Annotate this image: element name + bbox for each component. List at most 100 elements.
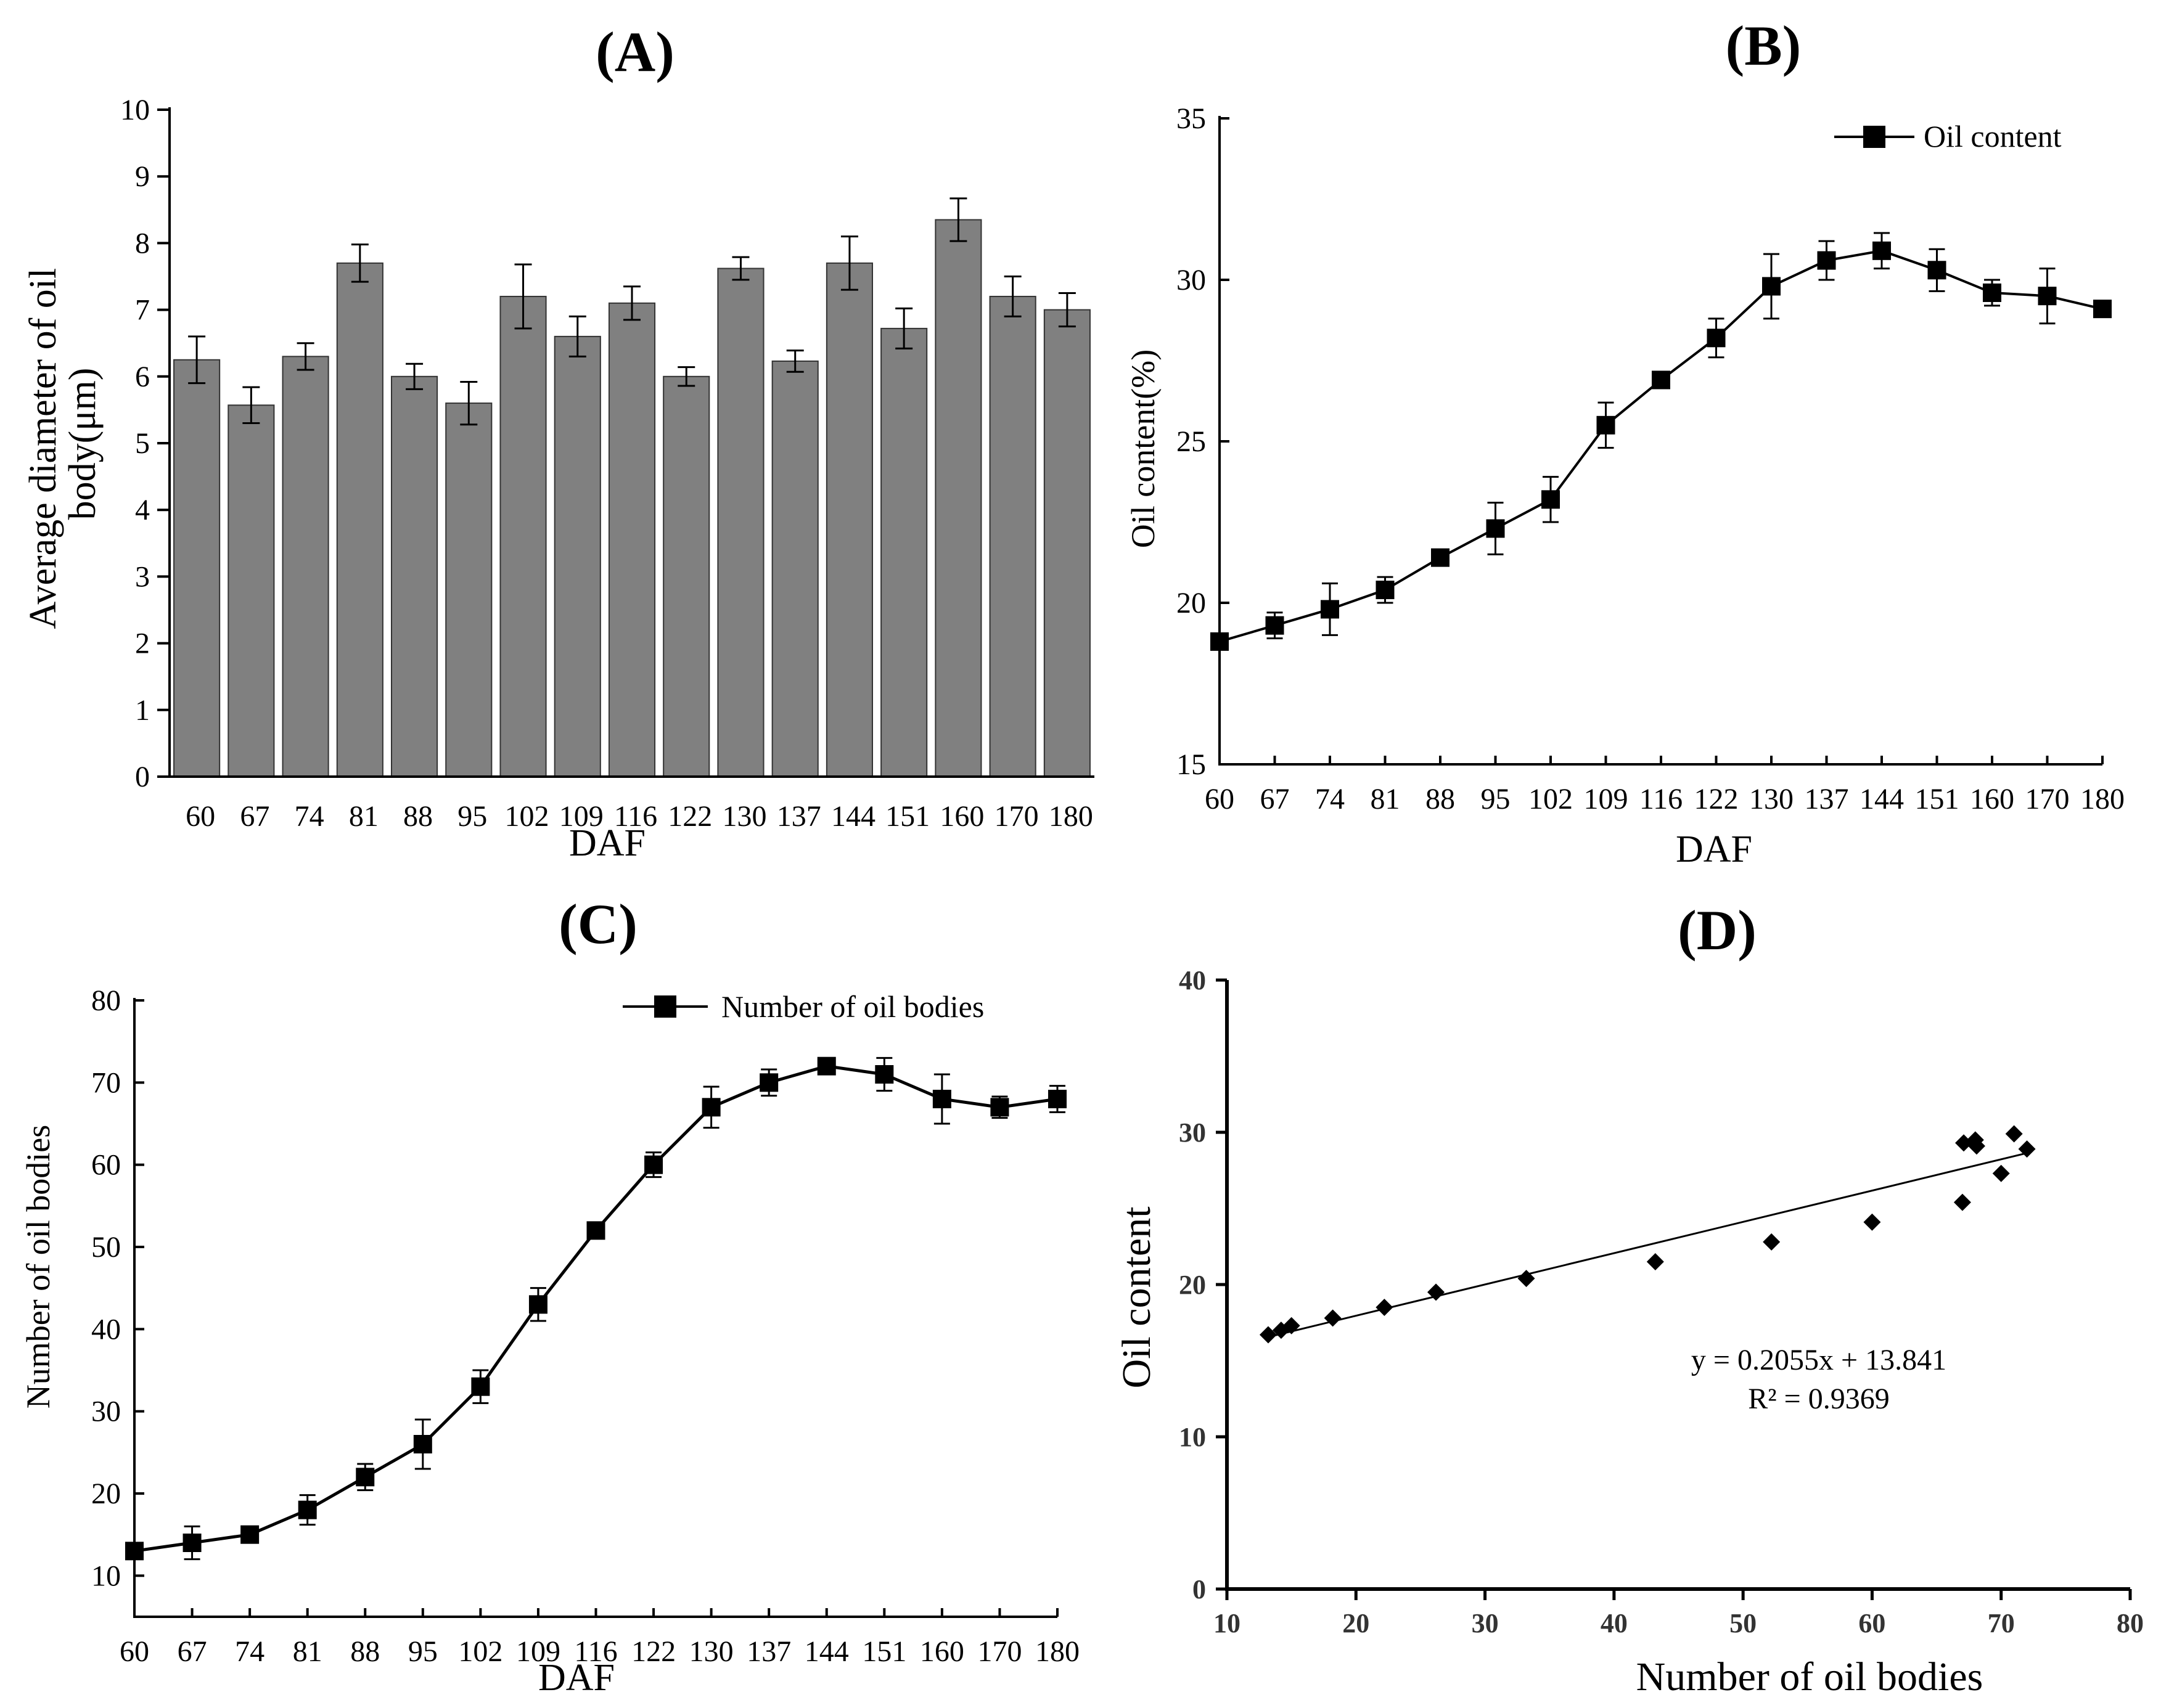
x-tick-label: 81 [293, 1635, 322, 1668]
data-marker [182, 1534, 202, 1552]
y-tick-label: 4 [135, 494, 150, 526]
panel-a-y-axis-label: Average diameter of oil body(μm) [22, 258, 104, 629]
x-tick-label: 81 [349, 800, 379, 833]
y-tick-label: 0 [135, 761, 150, 793]
y-tick-label: 80 [91, 984, 121, 1017]
panel-d-y-ticks: 0 10 20 30 40 [1179, 965, 1227, 1604]
panel-b-x-ticks: 60 67 74 81 88 95 102 109 116 122 130 137 144 151 160 1… [1205, 756, 2125, 815]
x-tick-label: 137 [1805, 783, 1849, 815]
scatter-point [1967, 1137, 1985, 1155]
panel-b-error-bars [1212, 232, 2110, 648]
panel-b-x-axis-label: DAF [1676, 828, 1752, 870]
bar [173, 359, 221, 777]
panel-d-title: (D) [1678, 899, 1757, 962]
x-tick-label: 151 [862, 1635, 906, 1668]
x-tick-label: 160 [1970, 783, 2014, 815]
panel-a-x-ticks: 60 67 74 81 88 95 102 109 116 122 130 137 144 151 160 1… [186, 800, 1093, 833]
panel-b-y-ticks: 15 20 25 30 35 [1176, 102, 1229, 781]
y-tick-label: 5 [135, 427, 150, 460]
data-marker [2093, 300, 2112, 319]
x-tick-label: 122 [1694, 783, 1739, 815]
data-marker [1486, 519, 1505, 538]
x-tick-label: 102 [1528, 783, 1573, 815]
y-tick-label: 40 [1179, 965, 1206, 995]
bar [826, 262, 873, 777]
x-tick-label: 60 [1205, 783, 1234, 815]
y-tick-label: 6 [135, 361, 150, 393]
data-marker [2038, 287, 2057, 306]
x-tick-label: 67 [178, 1635, 207, 1668]
y-tick-label: 20 [91, 1477, 121, 1510]
x-tick-label: 88 [403, 800, 433, 833]
x-tick-label: 144 [831, 800, 875, 833]
x-tick-label: 144 [1860, 783, 1904, 815]
x-tick-label: 20 [1342, 1608, 1369, 1638]
data-marker [990, 1098, 1009, 1117]
x-tick-label: 180 [2080, 783, 2125, 815]
bar [391, 375, 438, 777]
scatter-point [1646, 1252, 1664, 1270]
bar [282, 356, 329, 777]
data-marker [1983, 283, 2001, 302]
bar [608, 302, 656, 777]
data-marker [1817, 251, 1836, 270]
x-tick-label: 70 [1988, 1608, 2015, 1638]
x-tick-label: 81 [1371, 783, 1400, 815]
x-tick-label: 160 [920, 1635, 964, 1668]
y-tick-label: 10 [1179, 1422, 1206, 1452]
x-tick-label: 10 [1213, 1608, 1240, 1638]
panel-c-legend: Number of oil bodies [623, 989, 984, 1024]
y-tick-label: 10 [91, 1559, 121, 1592]
data-marker [760, 1073, 779, 1092]
x-tick-label: 151 [1915, 783, 1959, 815]
data-marker [1048, 1090, 1067, 1108]
y-tick-label: 30 [1176, 264, 1206, 296]
scatter-point [1992, 1164, 2010, 1182]
y-tick-label: 8 [135, 227, 150, 259]
x-tick-label: 80 [2117, 1608, 2144, 1638]
panel-a-bars [173, 219, 1091, 778]
y-tick-label: 20 [1179, 1270, 1206, 1300]
x-tick-label: 102 [505, 800, 549, 833]
x-tick-label: 88 [1425, 783, 1455, 815]
data-marker [1596, 415, 1615, 435]
data-marker [1872, 241, 1891, 260]
bar [880, 327, 928, 777]
data-marker [471, 1377, 490, 1396]
x-tick-label: 67 [1260, 783, 1290, 815]
x-tick-label: 137 [777, 800, 821, 833]
panel-c-y-ticks: 10 20 30 40 50 60 70 80 [91, 984, 144, 1592]
bar [935, 219, 982, 777]
x-tick-label: 74 [235, 1635, 264, 1668]
bar [499, 295, 547, 777]
x-tick-label: 122 [668, 800, 712, 833]
panel-a-x-axis-label: DAF [569, 822, 646, 864]
x-tick-label: 95 [408, 1635, 438, 1668]
panel-a-y-ticks: 0 1 2 3 4 5 6 7 8 9 10 [120, 94, 170, 793]
data-marker [356, 1468, 375, 1487]
x-tick-label: 144 [805, 1635, 849, 1668]
panel-c-markers [125, 1056, 1067, 1561]
y-tick-label: 70 [91, 1066, 121, 1099]
panel-b-oil-content-line [1219, 249, 2103, 643]
panel-b-legend-marker [1863, 126, 1885, 148]
x-tick-label: 74 [1315, 783, 1345, 815]
x-tick-label: 180 [1035, 1635, 1080, 1668]
y-tick-label: 0 [1192, 1574, 1206, 1604]
bar [445, 402, 493, 777]
x-tick-label: 60 [1858, 1608, 1885, 1638]
x-tick-label: 122 [631, 1635, 676, 1668]
x-tick-label: 109 [516, 1635, 560, 1668]
panel-a-error-bars [188, 197, 1076, 426]
data-marker [1762, 277, 1781, 296]
scatter-point [1427, 1283, 1445, 1301]
data-marker [1707, 329, 1726, 348]
panel-d-x-ticks: 10 20 30 40 50 60 70 80 [1213, 1589, 2144, 1638]
panel-a-y-axis-label-line-1: Average diameter of oil [22, 268, 64, 629]
x-tick-label: 116 [1639, 783, 1683, 815]
x-tick-label: 170 [2025, 783, 2070, 815]
scatter-point [1863, 1213, 1881, 1231]
x-tick-label: 170 [994, 800, 1039, 833]
